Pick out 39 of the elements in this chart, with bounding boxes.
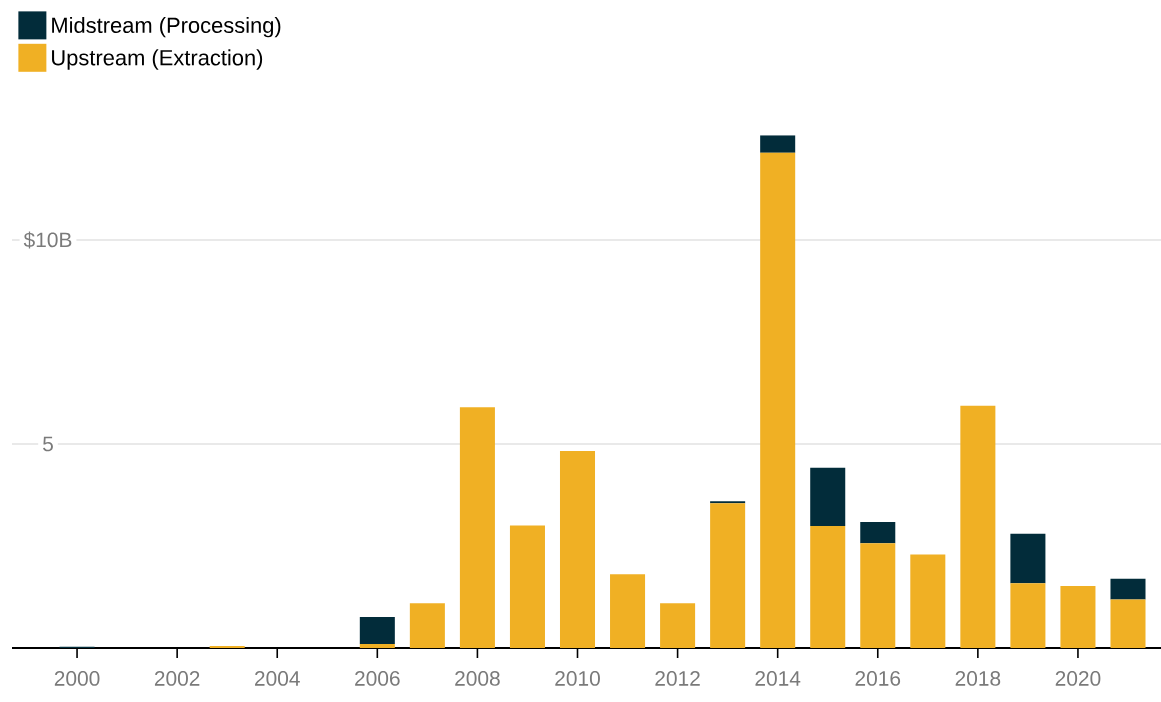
bar xyxy=(459,407,495,648)
x-tick-label: 2008 xyxy=(455,671,500,686)
bar xyxy=(1010,533,1046,584)
legend-label: Upstream (Extraction) xyxy=(52,49,263,70)
x-tick-label: 2014 xyxy=(755,671,801,686)
bar xyxy=(960,405,996,648)
x-tick-label: 2020 xyxy=(1055,671,1101,686)
bar xyxy=(660,603,696,648)
bar xyxy=(1110,578,1146,600)
x-tick-label: 2012 xyxy=(655,671,700,686)
bar xyxy=(359,616,395,644)
bar xyxy=(810,526,846,648)
bar xyxy=(610,574,646,648)
bar xyxy=(710,501,746,504)
bar xyxy=(359,643,395,648)
x-tick-label: 2016 xyxy=(855,671,901,686)
x-tick-label: 2000 xyxy=(54,671,100,686)
bar xyxy=(760,135,796,153)
x-tick-label: 2018 xyxy=(955,671,1001,686)
bar xyxy=(910,554,946,648)
bar xyxy=(509,525,545,648)
x-tick-label: 2002 xyxy=(154,671,200,686)
bar xyxy=(1110,599,1146,648)
bar xyxy=(409,603,445,648)
legend-label: Midstream (Processing) xyxy=(52,16,281,38)
bar xyxy=(810,467,846,527)
bar xyxy=(1060,585,1096,648)
bar xyxy=(559,450,596,648)
x-tick-label: 2006 xyxy=(355,671,400,686)
y-tick-label: $10B xyxy=(23,231,72,249)
y-tick-label: 5 xyxy=(43,436,53,452)
bar xyxy=(860,521,896,544)
bar xyxy=(710,503,746,648)
bar xyxy=(209,645,245,648)
x-tick-label: 2010 xyxy=(555,671,600,686)
bar xyxy=(860,543,896,648)
bar xyxy=(1010,583,1046,648)
bar xyxy=(760,152,796,648)
x-tick-label: 2004 xyxy=(255,671,300,686)
